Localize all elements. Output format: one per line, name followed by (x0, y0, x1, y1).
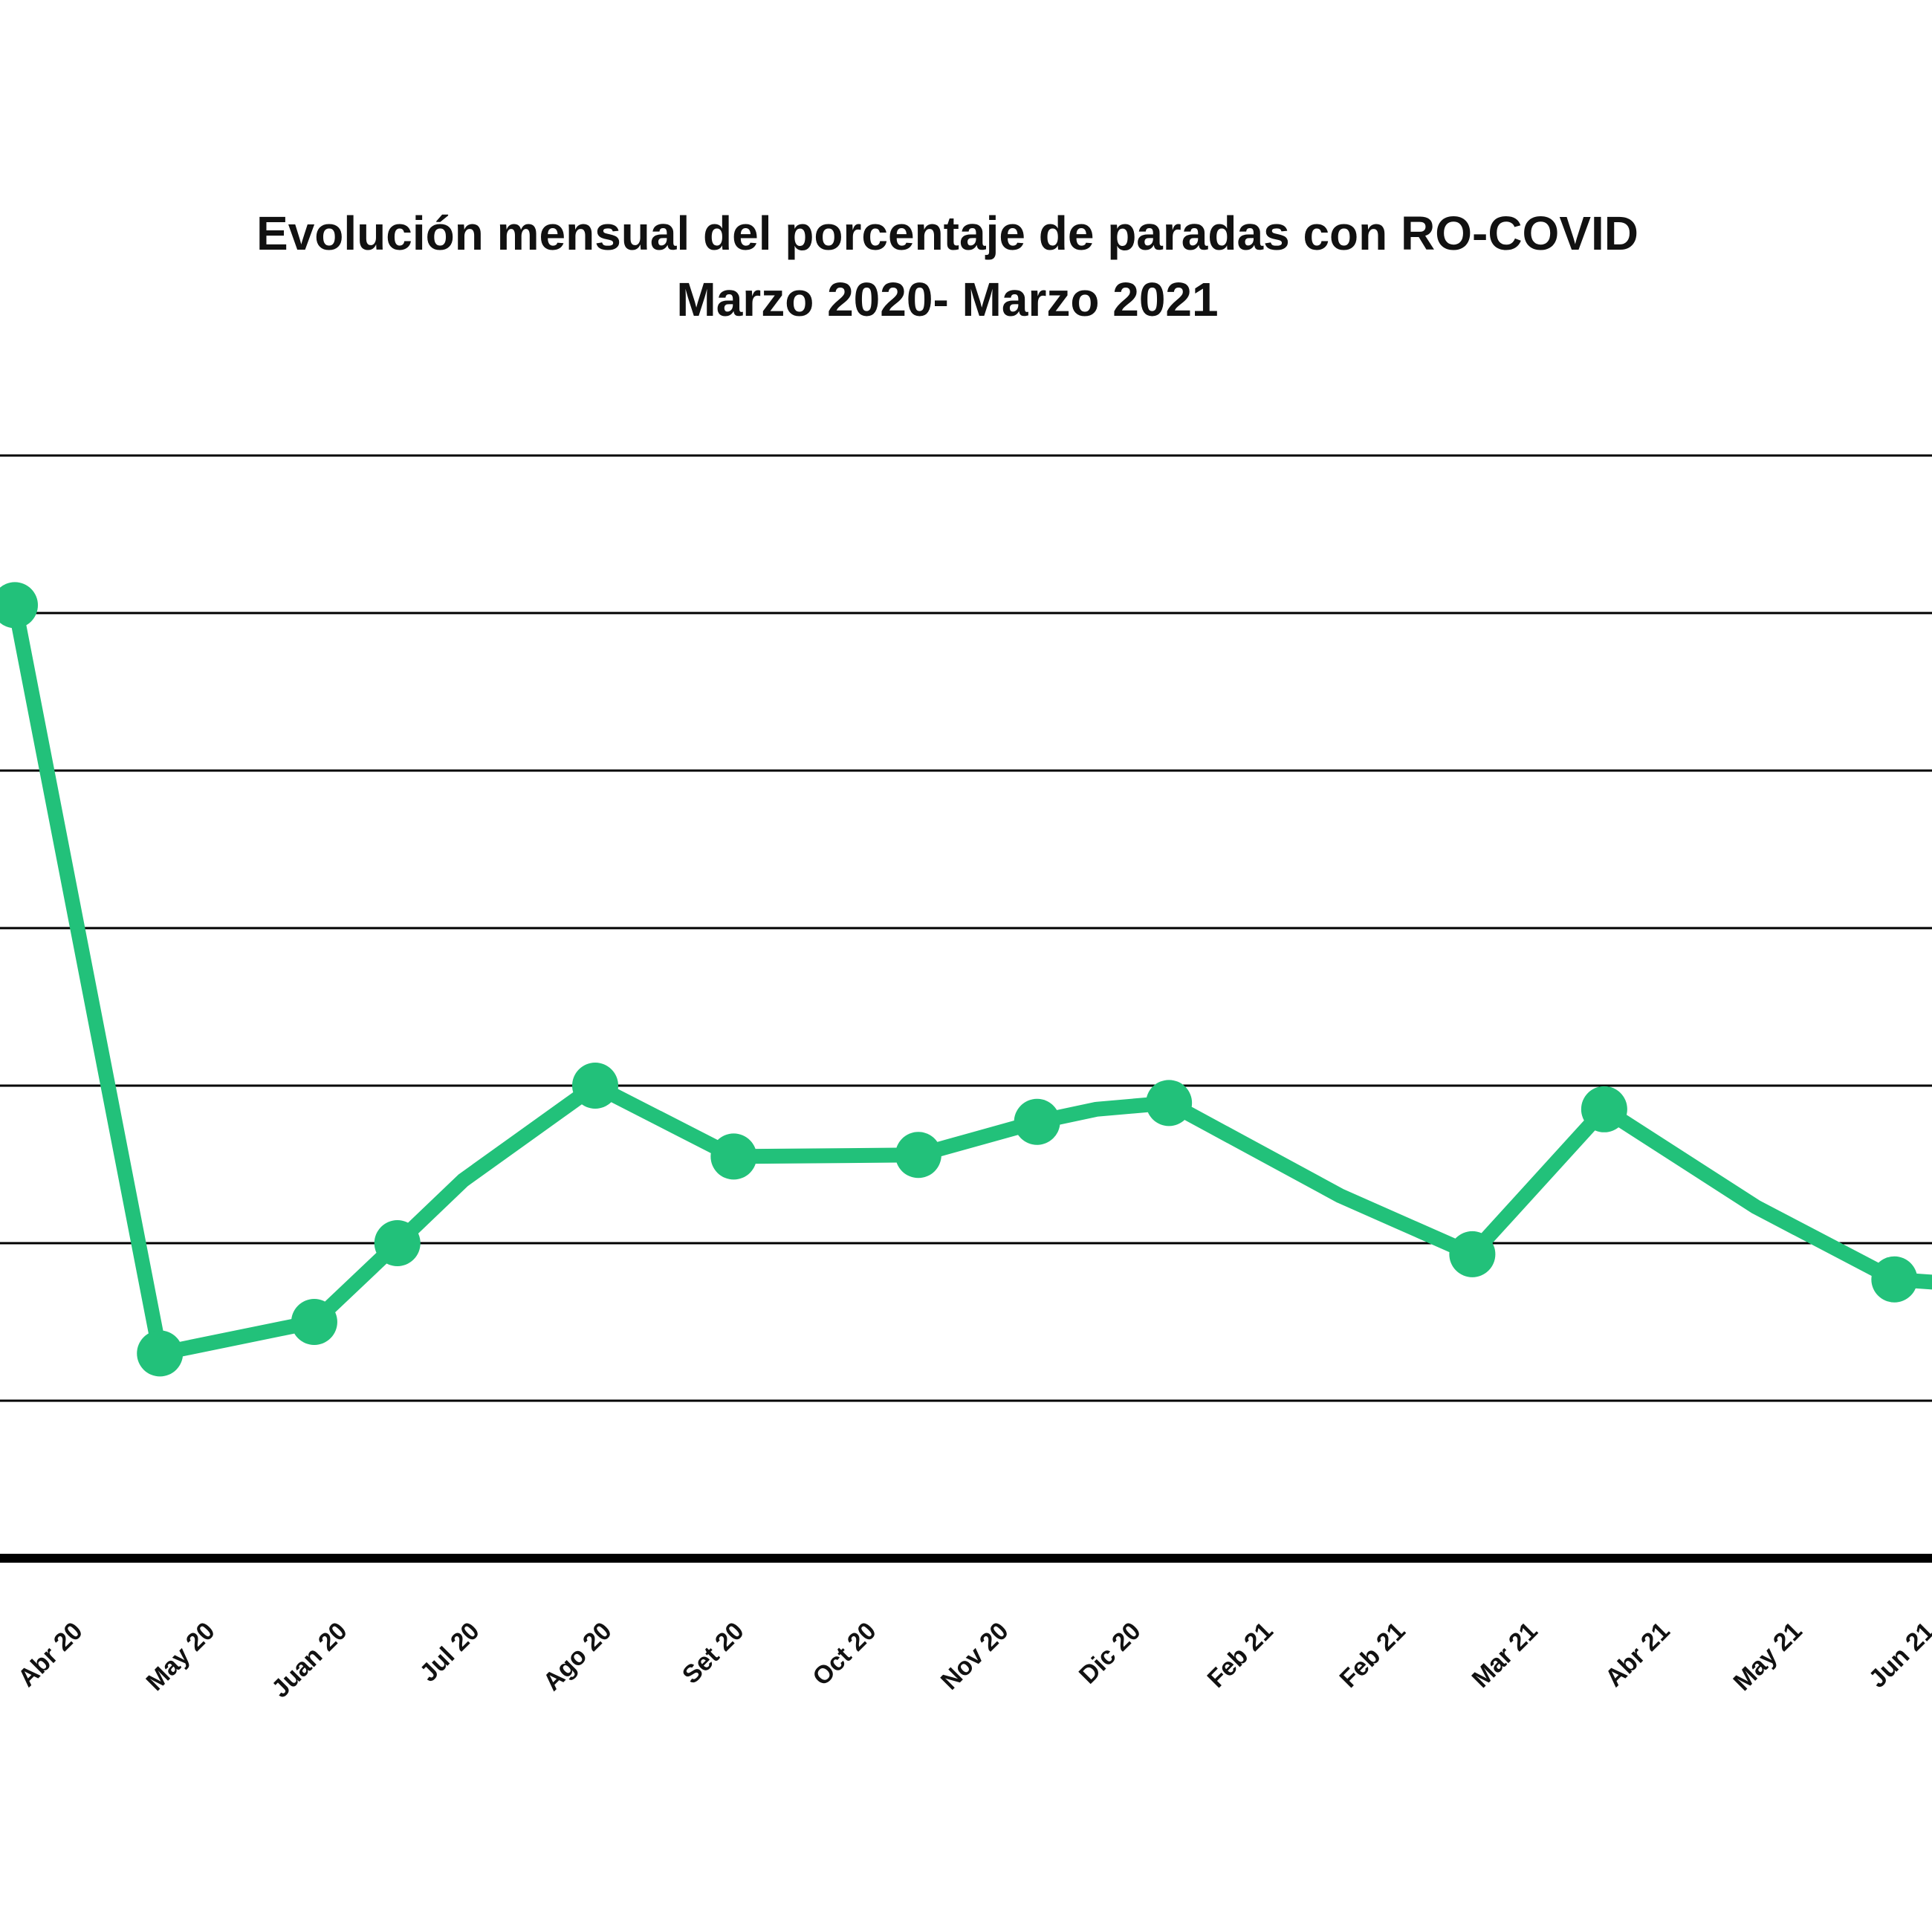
data-point-7 (895, 1132, 941, 1179)
data-point-12 (1871, 1256, 1918, 1303)
data-point-2 (137, 1330, 184, 1377)
data-point-8 (1014, 1098, 1060, 1145)
data-point-10 (1449, 1231, 1496, 1277)
x-tick-label: Feb 21 (1202, 1617, 1279, 1693)
series-layer (0, 582, 1932, 1377)
gridlines (0, 454, 1932, 1402)
x-tick-label: Abr 21 (1600, 1617, 1676, 1693)
x-tick-label: Nov 20 (936, 1617, 1014, 1696)
data-point-4 (374, 1220, 421, 1266)
data-point-11 (1581, 1086, 1627, 1132)
x-tick-label: Abr 20 (13, 1617, 88, 1693)
chart-subtitle: Marzo 2020- Marzo 2021 (676, 273, 1218, 326)
x-tick-label: Dic 20 (1074, 1617, 1147, 1690)
x-tick-label: May 21 (1728, 1617, 1808, 1696)
x-tick-label: Feb 21 (1335, 1617, 1411, 1693)
x-tick-labels: Abr 20 May 20 Juan 20 Jul 20 Ago 20 Set 20 Oct… (13, 1617, 1932, 1703)
data-point-1 (0, 582, 38, 629)
x-tick-label: Jun 21 (1864, 1617, 1932, 1693)
x-tick-label: Set 20 (677, 1617, 750, 1690)
x-tick-label: Juan 20 (266, 1617, 352, 1703)
x-tick-label: Oct 20 (807, 1617, 881, 1691)
x-tick-label: May 20 (141, 1617, 221, 1696)
data-point-3 (291, 1299, 337, 1345)
data-point-9 (1146, 1080, 1193, 1127)
series-line-1 (7, 597, 1932, 1361)
data-point-5 (572, 1063, 618, 1109)
chart-title: Evolución mensual del porcentaje de para… (256, 207, 1638, 260)
x-tick-label: Jul 20 (415, 1617, 485, 1688)
x-tick-label: Ago 20 (538, 1617, 617, 1696)
data-point-6 (710, 1133, 757, 1180)
x-tick-label: Mar 21 (1467, 1617, 1543, 1693)
